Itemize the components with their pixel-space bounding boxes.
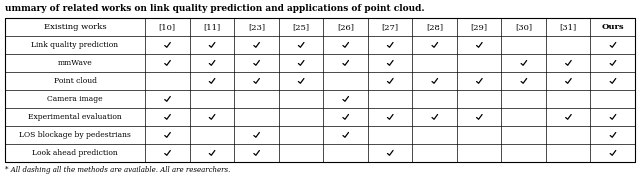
- Text: [28]: [28]: [426, 23, 443, 31]
- Text: Experimental evaluation: Experimental evaluation: [28, 113, 122, 121]
- Text: * All dashing all the methods are available. All are researchers.: * All dashing all the methods are availa…: [5, 166, 230, 174]
- Text: Link quality prediction: Link quality prediction: [31, 41, 118, 49]
- Text: [31]: [31]: [559, 23, 577, 31]
- Text: [11]: [11]: [203, 23, 220, 31]
- Text: LOS blockage by pedestrians: LOS blockage by pedestrians: [19, 131, 131, 139]
- Text: [25]: [25]: [292, 23, 310, 31]
- Text: [10]: [10]: [159, 23, 176, 31]
- Bar: [5, 18, 635, 162]
- Text: Point cloud: Point cloud: [54, 77, 97, 85]
- Text: [23]: [23]: [248, 23, 265, 31]
- Text: mmWave: mmWave: [58, 59, 92, 67]
- Text: Look ahead prediction: Look ahead prediction: [32, 149, 118, 157]
- Text: Existing works: Existing works: [44, 23, 106, 31]
- Text: [29]: [29]: [470, 23, 488, 31]
- Text: Camera image: Camera image: [47, 95, 103, 103]
- Text: Ours: Ours: [602, 23, 624, 31]
- Text: [30]: [30]: [515, 23, 532, 31]
- Text: [26]: [26]: [337, 23, 354, 31]
- Text: [27]: [27]: [381, 23, 399, 31]
- Text: ummary of related works on link quality prediction and applications of point clo: ummary of related works on link quality …: [5, 4, 424, 13]
